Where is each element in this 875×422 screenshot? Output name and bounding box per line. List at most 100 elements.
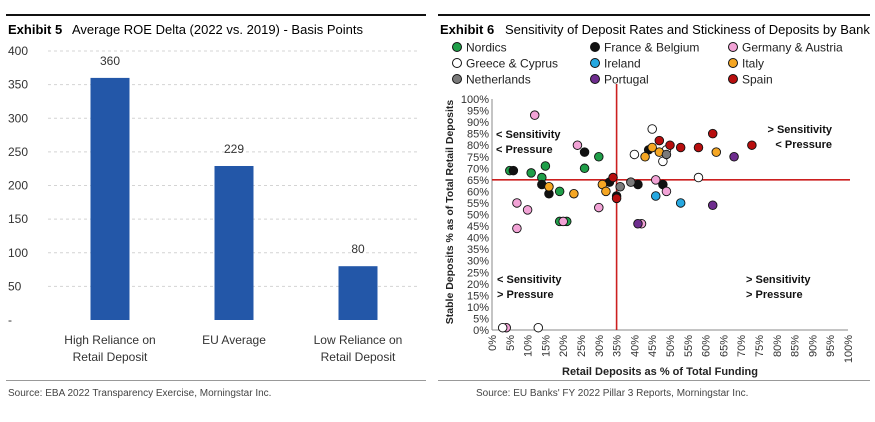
scatter-y-axis-title: Stable Deposits % as of Total Retail Dep… bbox=[444, 100, 456, 325]
exhibit5-top-rule bbox=[6, 14, 426, 16]
scatter-point bbox=[729, 151, 739, 162]
legend-label: Germany & Austria bbox=[742, 41, 843, 55]
legend-label: Portugal bbox=[604, 73, 649, 87]
scatter-point bbox=[540, 161, 551, 171]
scatter-y-tick-label: 30% bbox=[467, 256, 489, 268]
scatter-y-tick-label: 50% bbox=[467, 210, 489, 222]
scatter-point bbox=[651, 191, 661, 201]
scatter-point bbox=[569, 188, 579, 199]
scatter-y-tick-label: 25% bbox=[467, 267, 489, 279]
scatter-quadrant-annotation: < Pressure bbox=[496, 144, 553, 156]
bar-value-label: 360 bbox=[100, 54, 120, 68]
scatter-point bbox=[651, 175, 661, 185]
scatter-x-tick-label: 50% bbox=[665, 335, 677, 357]
exhibit5-bottom-rule bbox=[6, 380, 426, 381]
scatter-chart: 0%0%5%5%10%10%15%15%20%20%25%25%30%30%35… bbox=[444, 84, 855, 378]
bar-y-tick-label: 200 bbox=[8, 179, 28, 193]
scatter-x-tick-label: 60% bbox=[701, 335, 713, 357]
scatter-quadrant-annotation: < Pressure bbox=[775, 139, 832, 151]
scatter-x-tick-label: 20% bbox=[558, 335, 570, 357]
bar-category-label: Retail Deposit bbox=[321, 350, 396, 364]
scatter-point bbox=[707, 200, 718, 211]
scatter-x-tick-label: 95% bbox=[825, 335, 837, 357]
scatter-quadrant-annotation: > Pressure bbox=[746, 289, 803, 301]
legend-marker bbox=[728, 58, 738, 68]
scatter-point bbox=[693, 172, 704, 183]
scatter-y-tick-label: 40% bbox=[467, 233, 489, 245]
scatter-point bbox=[647, 124, 657, 134]
scatter-x-tick-label: 5% bbox=[505, 335, 517, 351]
scatter-point bbox=[579, 163, 590, 174]
scatter-point bbox=[661, 186, 672, 197]
scatter-point bbox=[608, 172, 618, 183]
scatter-y-tick-label: 0% bbox=[473, 325, 489, 337]
scatter-x-tick-label: 85% bbox=[790, 335, 802, 357]
scatter-quadrant-annotation: < Sensitivity bbox=[497, 274, 562, 286]
exhibit6-title: Sensitivity of Deposit Rates and Stickin… bbox=[505, 22, 870, 37]
scatter-x-tick-label: 0% bbox=[487, 335, 499, 351]
bar-category-label: EU Average bbox=[202, 333, 266, 347]
bar-y-tick-label: 400 bbox=[8, 44, 28, 58]
scatter-point bbox=[497, 322, 508, 333]
exhibit5-source: Source: EBA 2022 Transparency Exercise, … bbox=[8, 388, 271, 399]
scatter-y-tick-label: 20% bbox=[467, 279, 489, 291]
scatter-point bbox=[526, 168, 536, 178]
bar-y-tick-label: 250 bbox=[8, 145, 28, 159]
legend-marker bbox=[452, 42, 462, 52]
bar-y-tick-label: - bbox=[8, 313, 12, 327]
scatter-quadrant-annotation: > Sensitivity bbox=[746, 274, 811, 286]
scatter-y-tick-label: 35% bbox=[467, 244, 489, 256]
scatter-x-tick-label: 65% bbox=[718, 335, 730, 357]
scatter-y-tick-label: 45% bbox=[467, 221, 489, 233]
scatter-quadrant-annotation: > Pressure bbox=[497, 289, 554, 301]
scatter-y-tick-label: 10% bbox=[467, 302, 489, 314]
scatter-x-tick-label: 10% bbox=[523, 335, 535, 357]
bar-value-label: 229 bbox=[224, 142, 244, 156]
scatter-point bbox=[626, 177, 636, 187]
scatter-point bbox=[693, 142, 704, 153]
scatter-y-tick-label: 15% bbox=[467, 290, 489, 302]
exhibit5-label: Exhibit 5 bbox=[8, 22, 62, 37]
scatter-point bbox=[579, 147, 590, 157]
scatter-x-tick-label: 15% bbox=[540, 335, 552, 357]
scatter-x-tick-label: 90% bbox=[807, 335, 819, 357]
scatter-y-tick-label: 100% bbox=[461, 94, 489, 106]
bar-category-label: Low Reliance on bbox=[314, 333, 403, 347]
bar-category-label: Retail Deposit bbox=[73, 350, 148, 364]
scatter-point bbox=[675, 198, 686, 208]
bar-chart: - 50 100 150 200 250 300 350 400 360 High Reliance… bbox=[8, 44, 420, 364]
scatter-point bbox=[544, 182, 554, 192]
scatter-point bbox=[654, 135, 665, 146]
scatter-point bbox=[629, 149, 640, 160]
scatter-y-tick-label: 85% bbox=[467, 129, 489, 141]
scatter-x-axis-title: Retail Deposits as % of Total Funding bbox=[562, 366, 758, 378]
scatter-x-tick-label: 35% bbox=[612, 335, 624, 357]
scatter-point bbox=[594, 151, 604, 162]
scatter-point bbox=[633, 218, 643, 229]
scatter-y-tick-label: 95% bbox=[467, 106, 489, 118]
scatter-point bbox=[665, 140, 675, 150]
scatter-point bbox=[512, 198, 522, 208]
scatter-x-tick-label: 80% bbox=[772, 335, 784, 357]
scatter-point bbox=[647, 142, 657, 153]
exhibit6-bottom-rule bbox=[438, 380, 870, 381]
scatter-y-tick-label: 60% bbox=[467, 186, 489, 198]
bar-category-label: High Reliance on bbox=[64, 333, 155, 347]
bar bbox=[338, 266, 378, 320]
scatter-y-tick-label: 65% bbox=[467, 175, 489, 187]
scatter-y-tick-label: 80% bbox=[467, 140, 489, 152]
bar bbox=[214, 165, 254, 320]
legend-label: Spain bbox=[742, 73, 773, 87]
scatter-point bbox=[611, 193, 622, 204]
bar bbox=[90, 77, 130, 321]
scatter-point bbox=[711, 147, 722, 157]
legend-marker bbox=[452, 74, 462, 84]
scatter-x-tick-label: 25% bbox=[576, 335, 588, 357]
bar-y-tick-label: 300 bbox=[8, 111, 28, 125]
scatter-x-tick-label: 75% bbox=[754, 335, 766, 357]
bar-y-tick-label: 350 bbox=[8, 78, 28, 92]
scatter-point bbox=[640, 151, 650, 162]
scatter-point bbox=[594, 202, 604, 213]
scatter-point bbox=[554, 186, 565, 197]
